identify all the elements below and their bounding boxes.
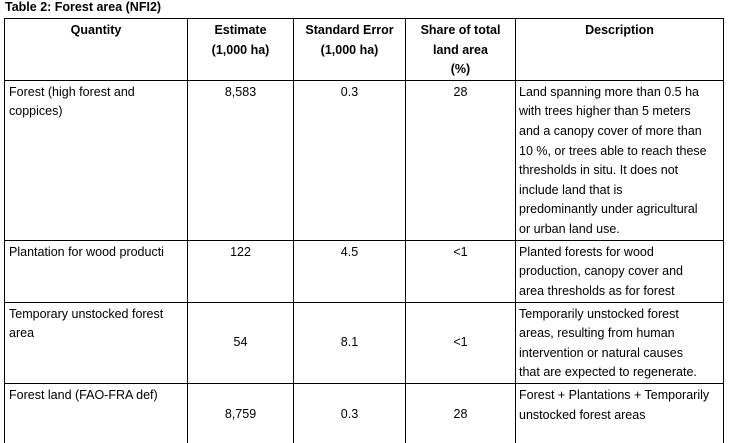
cell-description: Planted forests for wood production, can…: [515, 239, 724, 303]
table-row-forest-land: Forest land (FAO-FRA def) 8,759 0.3 28 F…: [4, 382, 724, 443]
cell-estimate: 122: [187, 239, 294, 303]
cell-quantity: Plantation for wood producti: [4, 239, 188, 303]
cell-standard-error: 8.1: [293, 301, 406, 384]
cell-quantity: Temporary unstocked forest area: [4, 301, 188, 384]
cell-share: <1: [405, 301, 516, 384]
header-standard-error: Standard Error (1,000 ha): [293, 18, 406, 81]
table-row-forest: Forest (high forest and coppices) 8,583 …: [4, 79, 724, 241]
table-row-plantation: Plantation for wood producti 122 4.5 <1 …: [4, 239, 724, 303]
header-description: Description: [515, 18, 724, 81]
forest-area-table: Quantity Estimate (1,000 ha) Standard Er…: [4, 18, 724, 443]
cell-quantity: Forest land (FAO-FRA def): [4, 382, 188, 443]
cell-standard-error: 0.3: [293, 79, 406, 241]
table-header-row: Quantity Estimate (1,000 ha) Standard Er…: [4, 18, 724, 81]
header-quantity: Quantity: [4, 18, 188, 81]
table-title: Table 2: Forest area (NFI2): [5, 0, 162, 14]
cell-description: Forest + Plantations + Temporarily unsto…: [515, 382, 724, 443]
table-row-temporary-unstocked: Temporary unstocked forest area 54 8.1 <…: [4, 301, 724, 384]
cell-description: Temporarily unstocked forest areas, resu…: [515, 301, 724, 384]
cell-estimate: 8,583: [187, 79, 294, 241]
cell-share: 28: [405, 79, 516, 241]
cell-standard-error: 4.5: [293, 239, 406, 303]
cell-estimate: 8,759: [187, 382, 294, 443]
header-estimate: Estimate (1,000 ha): [187, 18, 294, 81]
cell-standard-error: 0.3: [293, 382, 406, 443]
cell-share: <1: [405, 239, 516, 303]
cell-description: Land spanning more than 0.5 ha with tree…: [515, 79, 724, 241]
header-share-of-total-land-area: Share of total land area (%): [405, 18, 516, 81]
cell-share: 28: [405, 382, 516, 443]
cell-quantity: Forest (high forest and coppices): [4, 79, 188, 241]
cell-estimate: 54: [187, 301, 294, 384]
